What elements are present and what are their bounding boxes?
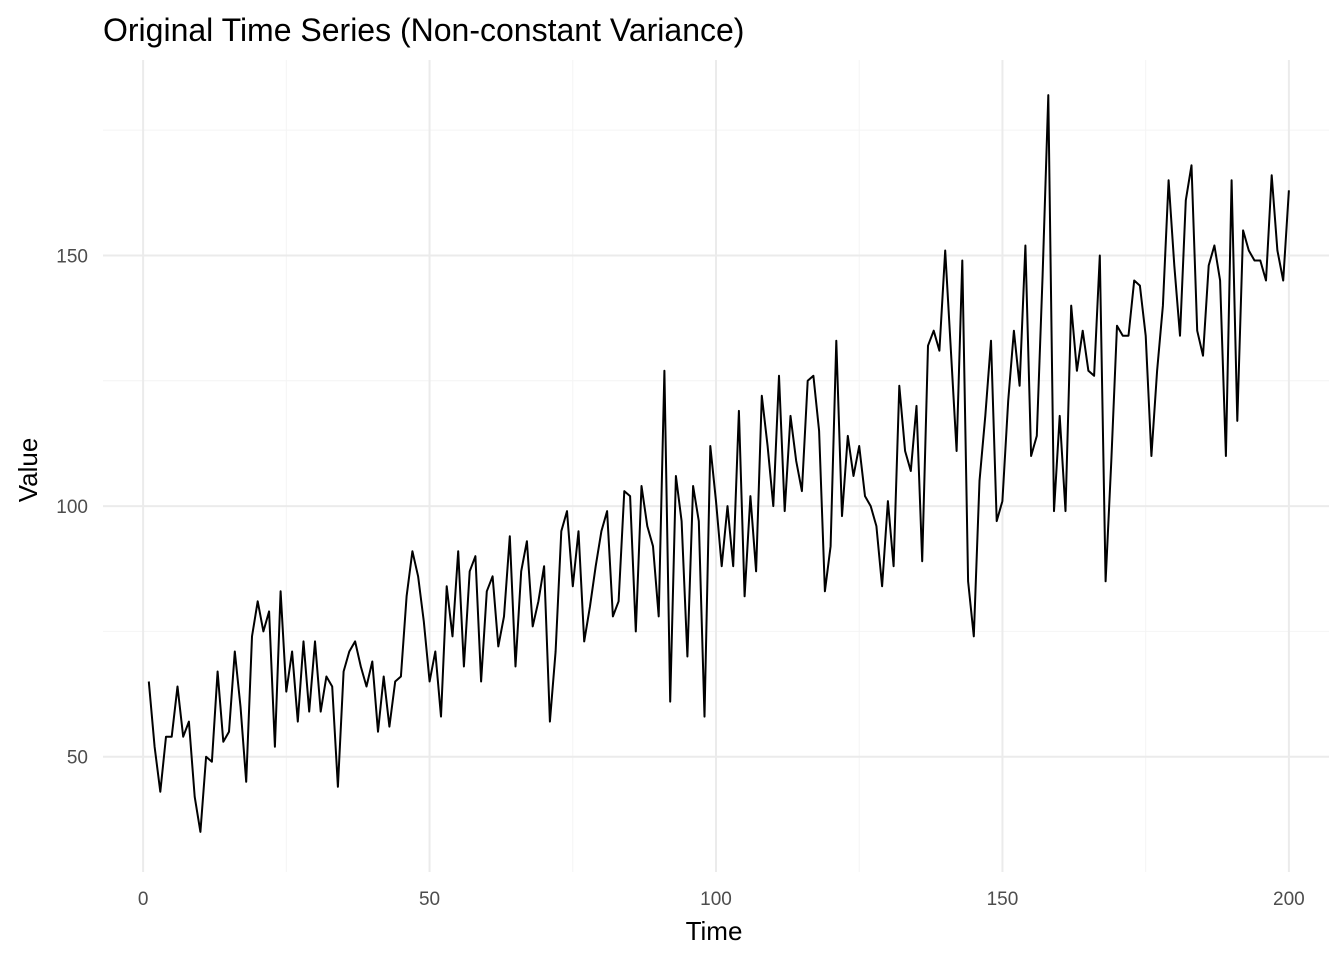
series-layer xyxy=(147,94,1290,833)
tick-labels: 0 50 100 150 200 50 100 150 xyxy=(56,246,1304,910)
y-tick-label: 150 xyxy=(56,246,88,267)
grid xyxy=(103,60,1329,872)
x-tick-label: 150 xyxy=(987,889,1019,910)
chart-title: Original Time Series (Non-constant Varia… xyxy=(103,12,744,48)
x-tick-label: 0 xyxy=(138,889,149,910)
y-tick-label: 100 xyxy=(56,497,88,518)
y-axis-label: Value xyxy=(13,438,43,503)
series-line xyxy=(147,94,1290,833)
y-tick-label: 50 xyxy=(67,748,88,769)
x-tick-label: 200 xyxy=(1273,889,1305,910)
x-tick-label: 100 xyxy=(700,889,732,910)
x-tick-label: 50 xyxy=(419,889,440,910)
x-axis-label: Time xyxy=(686,916,743,946)
